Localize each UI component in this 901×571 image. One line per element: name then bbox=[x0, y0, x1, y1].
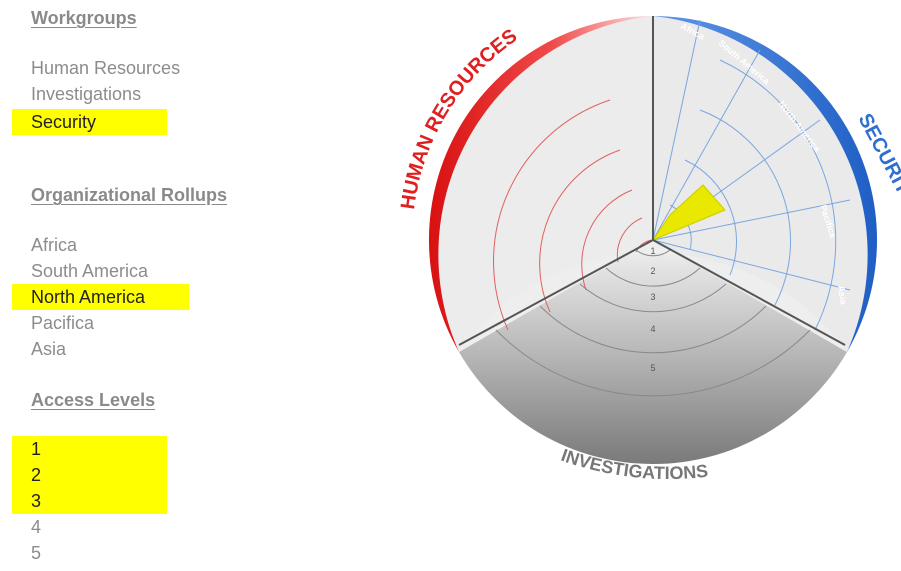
workgroup-item-investigations[interactable]: Investigations bbox=[31, 84, 142, 104]
access-radar-diagram: 1 2 3 4 5 Africa South America North Ame… bbox=[397, 16, 901, 483]
workgroup-item-human-resources[interactable]: Human Resources bbox=[31, 58, 181, 78]
workgroup-item-security[interactable]: Security bbox=[12, 109, 167, 135]
rollup-item-north-america[interactable]: North America bbox=[12, 284, 189, 310]
rollups-heading: Organizational Rollups bbox=[31, 185, 228, 205]
access-level-item-2[interactable]: 2 bbox=[12, 462, 167, 488]
rollup-item-asia[interactable]: Asia bbox=[31, 339, 67, 359]
level-label-5: 5 bbox=[650, 363, 655, 373]
rollup-item-africa[interactable]: Africa bbox=[31, 235, 78, 255]
security-region-lines bbox=[652, 19, 851, 331]
investigations-rim bbox=[459, 240, 847, 465]
access-level-item-5[interactable]: 5 bbox=[31, 543, 42, 563]
level-label-1: 1 bbox=[650, 246, 655, 256]
level-label-3: 3 bbox=[650, 292, 655, 302]
investigations-face bbox=[459, 240, 847, 352]
level-label-2: 2 bbox=[650, 266, 655, 276]
region-label-asia: Asia bbox=[836, 285, 849, 306]
access-level-item-1[interactable]: 1 bbox=[12, 436, 167, 462]
filter-panel: Workgroups Human Resources Investigation… bbox=[12, 0, 312, 571]
access-levels-heading: Access Levels bbox=[31, 390, 156, 410]
sector-dividers bbox=[458, 16, 846, 346]
workgroups-heading: Workgroups bbox=[31, 8, 137, 28]
selection-highlight-wedge bbox=[651, 184, 726, 242]
rollup-item-south-america[interactable]: South America bbox=[31, 261, 149, 281]
human-resources-level-arcs bbox=[493, 99, 654, 331]
level-label-4: 4 bbox=[650, 324, 655, 334]
rollup-item-pacifica[interactable]: Pacifica bbox=[31, 313, 95, 333]
investigations-level-arcs bbox=[495, 249, 811, 397]
access-level-item-3[interactable]: 3 bbox=[12, 488, 167, 514]
access-level-item-4[interactable]: 4 bbox=[31, 517, 42, 537]
